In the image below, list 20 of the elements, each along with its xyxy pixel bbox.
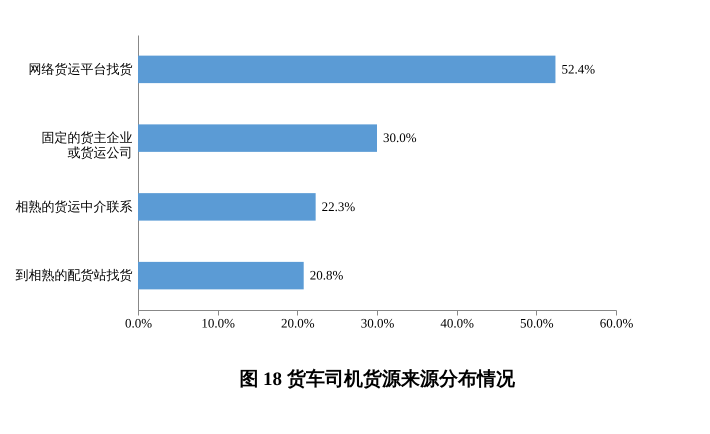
x-tick-label: 40.0%: [440, 316, 474, 330]
y-tick-label: 网络货运平台找货: [28, 61, 132, 76]
data-label: 20.8%: [310, 268, 344, 283]
bar: [138, 262, 304, 290]
data-label: 22.3%: [322, 198, 356, 214]
y-tick-label: 到相熟的配货站找货: [16, 268, 132, 283]
bar: [138, 124, 377, 152]
x-tick-label: 20.0%: [281, 316, 315, 330]
x-tick-label: 60.0%: [600, 316, 634, 330]
y-tick-label: 固定的货主企业或货运公司: [42, 130, 132, 160]
x-tick-label: 30.0%: [360, 316, 394, 330]
x-tick-label: 10.0%: [201, 316, 236, 330]
data-label: 52.4%: [561, 61, 596, 76]
bar: [138, 193, 316, 221]
bar: [138, 56, 556, 84]
x-tick-label: 0.0%: [124, 316, 152, 330]
x-tick-label: 50.0%: [520, 316, 554, 330]
y-tick-label: 相熟的货运中介联系: [16, 198, 132, 214]
data-label: 30.0%: [383, 130, 417, 146]
text: 图 18 货车司机货源来源分布情况: [239, 368, 516, 390]
